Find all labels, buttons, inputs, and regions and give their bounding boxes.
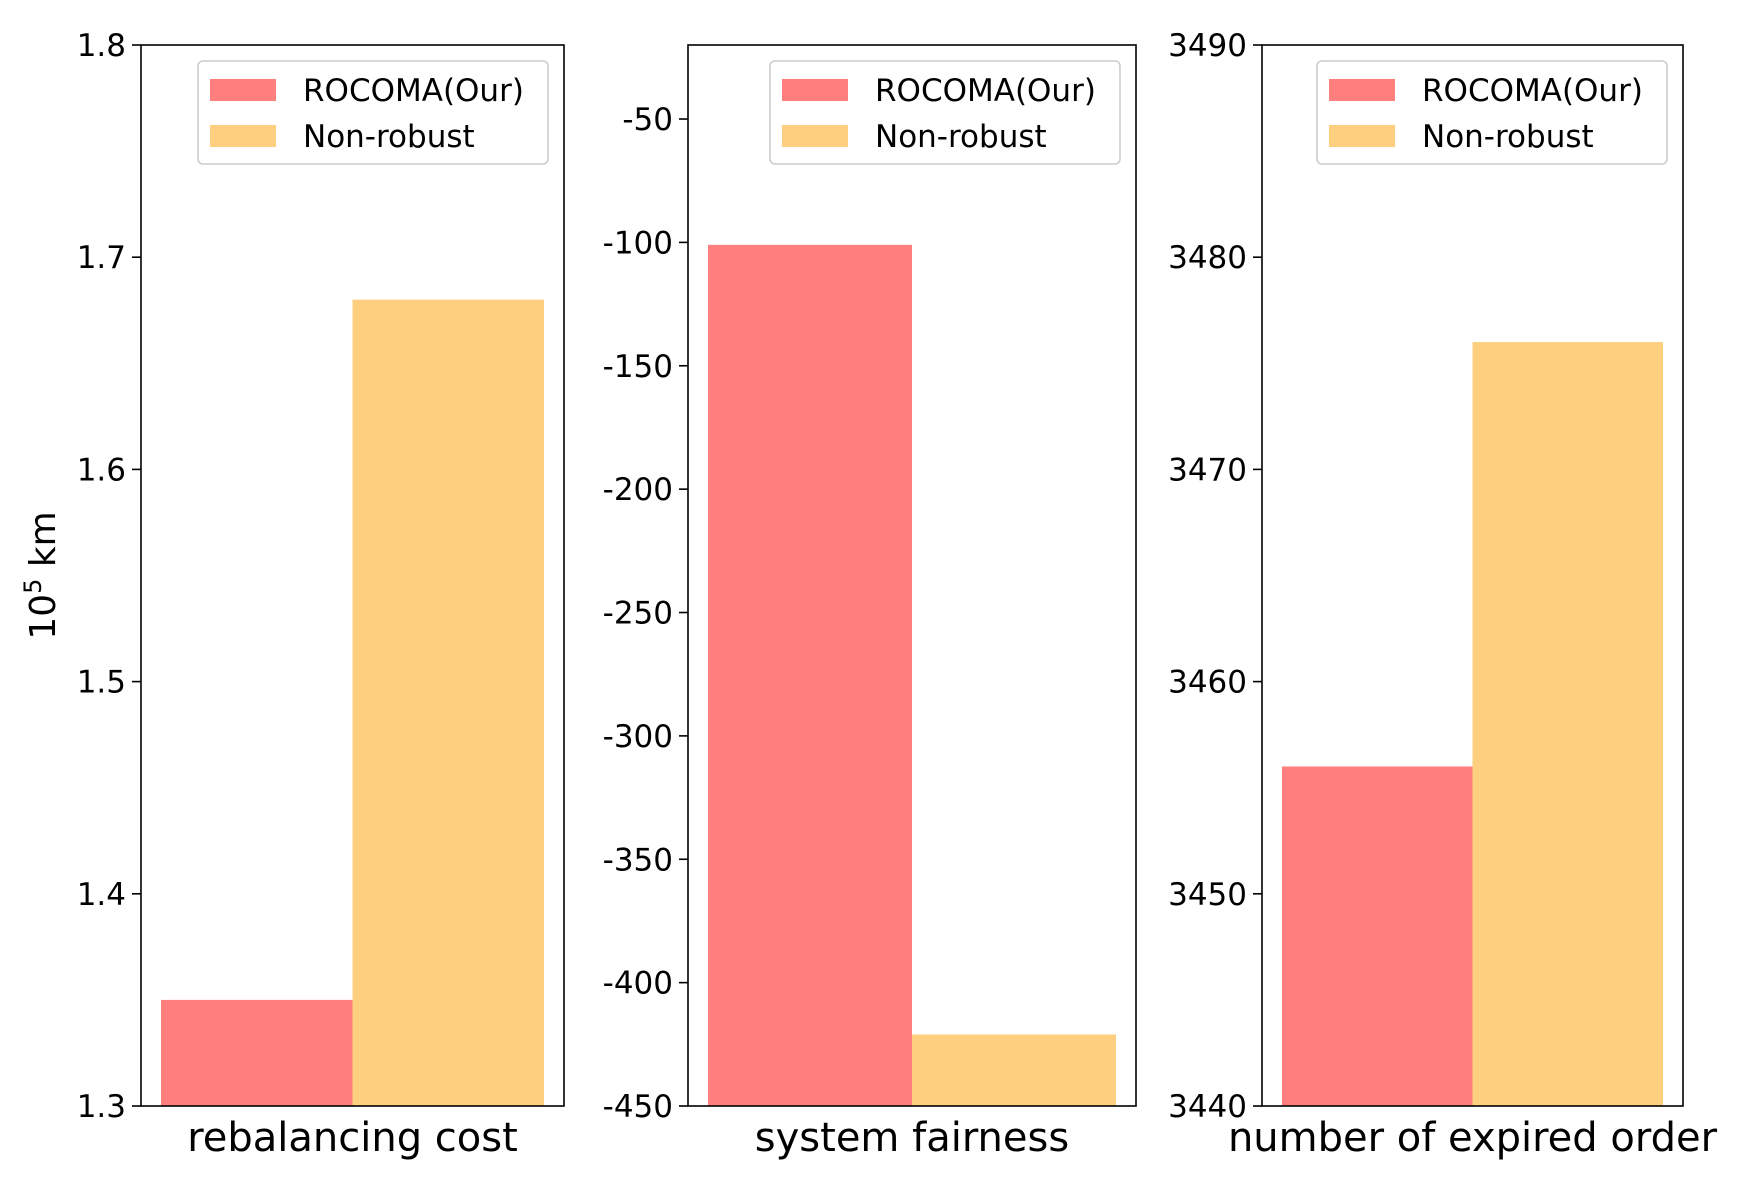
- legend: ROCOMA(Our) Non-robust: [197, 60, 549, 165]
- y-tick-label: -150: [603, 349, 673, 385]
- axes-frame: [687, 44, 1137, 1107]
- legend-box: [769, 60, 1121, 165]
- axes-frame: [140, 44, 565, 1107]
- chart-panel-1: 1.3 1.4 1.5 1.6 1.7 1.8 rebalancing cost ROCOMA…: [19, 28, 565, 1161]
- y-tick-label: -450: [603, 1089, 673, 1125]
- bar-non-robust: [352, 299, 544, 1106]
- legend-box: [1316, 60, 1668, 165]
- bar-non-robust: [912, 1034, 1116, 1106]
- y-tick-label: 1.8: [77, 28, 126, 64]
- legend-entry-label: Non-robust: [875, 119, 1047, 155]
- y-tick-label: 1.6: [77, 452, 126, 488]
- bar-non-robust: [1472, 342, 1663, 1107]
- legend-swatch-non-robust: [210, 125, 276, 147]
- y-tick-label: 1.4: [77, 877, 126, 913]
- legend-swatch-rocoma-our: [782, 79, 848, 101]
- legend-entry-label: ROCOMA(Our): [1422, 73, 1643, 109]
- y-tick-label: 1.5: [77, 665, 126, 701]
- chart-panel-3: 3440 3450 3460 3470 3480 3490 number of expire…: [1168, 28, 1718, 1161]
- y-tick-label: -250: [603, 596, 673, 632]
- x-axis-label: system fairness: [755, 1115, 1069, 1161]
- legend-entry-label: Non-robust: [303, 119, 475, 155]
- bar-rocoma-our: [1282, 766, 1473, 1106]
- y-tick-label: 1.3: [77, 1089, 126, 1125]
- legend: ROCOMA(Our) Non-robust: [1316, 60, 1668, 165]
- y-tick-label: 3460: [1168, 665, 1247, 701]
- legend-entry-label: ROCOMA(Our): [303, 73, 524, 109]
- y-tick-label: -350: [603, 842, 673, 878]
- y-tick-label: 3490: [1168, 28, 1247, 64]
- legend-box: [197, 60, 549, 165]
- legend-swatch-rocoma-our: [1329, 79, 1395, 101]
- y-axis-label: 105 km: [19, 511, 64, 639]
- y-tick-label: -50: [622, 102, 673, 138]
- y-tick-label: -200: [603, 472, 673, 508]
- bar-rocoma-our: [161, 999, 353, 1106]
- legend-swatch-non-robust: [782, 125, 848, 147]
- legend-entry-label: Non-robust: [1422, 119, 1594, 155]
- axes-frame: [1261, 44, 1684, 1107]
- legend-swatch-non-robust: [1329, 125, 1395, 147]
- chart-panel-2: -450 -400 -350 -300 -250 -200 -150 -100 -50 syste…: [603, 44, 1137, 1161]
- y-tick-label: -100: [603, 225, 673, 261]
- y-tick-label: 1.7: [77, 240, 126, 276]
- bar-rocoma-our: [708, 244, 912, 1106]
- legend-entry-label: ROCOMA(Our): [875, 73, 1096, 109]
- legend-swatch-rocoma-our: [210, 79, 276, 101]
- legend: ROCOMA(Our) Non-robust: [769, 60, 1121, 165]
- y-tick-label: 3480: [1168, 240, 1247, 276]
- y-tick-label: 3440: [1168, 1089, 1247, 1125]
- x-axis-label: rebalancing cost: [187, 1115, 518, 1161]
- x-axis-label: number of expired order: [1228, 1115, 1718, 1161]
- y-tick-label: 3470: [1168, 452, 1247, 488]
- panels: 1.3 1.4 1.5 1.6 1.7 1.8 rebalancing cost ROCOMA…: [19, 28, 1718, 1161]
- y-tick-label: -400: [603, 966, 673, 1002]
- y-tick-label: 3450: [1168, 877, 1247, 913]
- y-tick-label: -300: [603, 719, 673, 755]
